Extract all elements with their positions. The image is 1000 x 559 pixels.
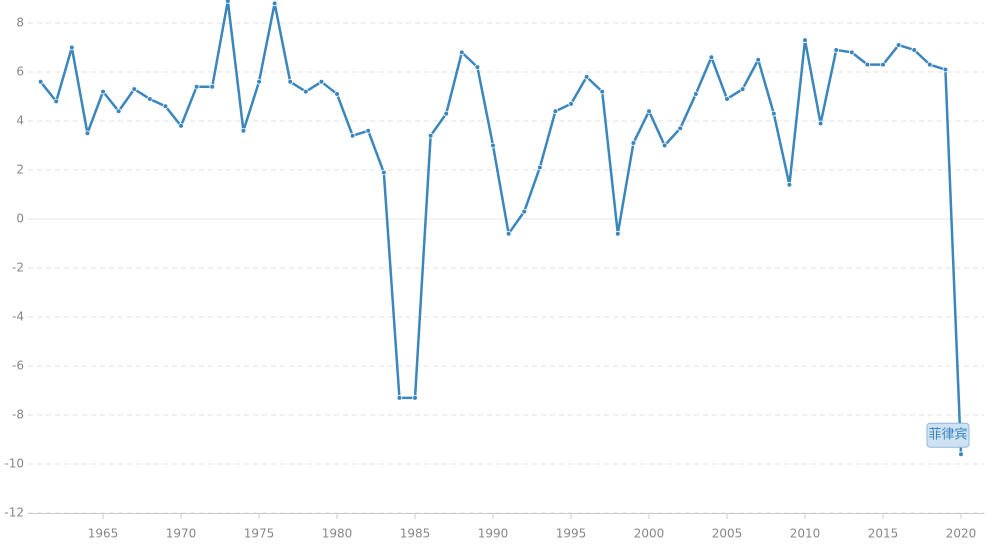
x-tick-label: 2020 [946, 527, 977, 541]
point [318, 79, 325, 85]
point [771, 110, 777, 117]
y-tick-label: -4 [12, 310, 24, 324]
point [817, 120, 824, 127]
x-tick-label: 2005 [712, 527, 743, 541]
point [849, 49, 855, 56]
point [739, 86, 746, 92]
point [100, 88, 106, 95]
point [630, 140, 637, 146]
line [39, 0, 963, 455]
point [443, 110, 450, 117]
point [505, 230, 512, 237]
point [37, 79, 44, 85]
point [147, 96, 153, 102]
y-tick-label: -2 [12, 261, 24, 275]
x-tick-label: 2015 [868, 527, 899, 541]
point [786, 181, 793, 188]
point [583, 74, 590, 80]
point [53, 98, 60, 105]
x-tick-label: 2000 [634, 527, 665, 541]
point [412, 395, 418, 401]
point [661, 142, 668, 149]
x-tick-label: 1995 [556, 527, 587, 541]
tooltip-label: 菲律宾 [928, 427, 967, 443]
y-tick-label: -8 [12, 408, 24, 422]
y-tick-label: 8 [16, 16, 24, 30]
y-tick-label: -6 [12, 359, 24, 373]
point [225, 0, 231, 4]
x-tick-label: 1975 [244, 527, 275, 541]
point [178, 123, 184, 129]
point [958, 451, 964, 458]
y-tick-label: -10 [4, 457, 24, 471]
point [365, 128, 372, 134]
point [131, 86, 138, 92]
point [537, 164, 543, 171]
x-tick-label: 1980 [322, 527, 353, 541]
point [646, 108, 652, 114]
point [287, 79, 294, 85]
point [490, 142, 496, 149]
y-tick-label: -12 [4, 506, 24, 520]
point [833, 47, 840, 53]
x-tick-label: 1965 [88, 527, 119, 541]
point [240, 128, 247, 134]
point [209, 83, 216, 90]
point [677, 125, 684, 132]
point [599, 88, 606, 95]
point [802, 37, 808, 43]
x-tick-label: 1970 [166, 527, 197, 541]
point [84, 130, 91, 137]
point [552, 108, 559, 114]
point [334, 91, 340, 97]
point [927, 61, 933, 68]
y-tick-label: 6 [16, 65, 24, 79]
point [349, 132, 356, 139]
x-tick-label: 1990 [478, 527, 509, 541]
point [911, 47, 918, 53]
point [303, 88, 309, 95]
point [755, 56, 762, 63]
point [459, 49, 465, 56]
point [256, 79, 262, 85]
point [880, 61, 886, 68]
point [521, 208, 528, 215]
tooltip: 菲律宾 [926, 422, 970, 448]
x-tick-label: 2010 [790, 527, 821, 541]
point [895, 42, 902, 48]
y-tick-label: 2 [16, 163, 24, 177]
point [708, 54, 715, 61]
point [115, 108, 122, 114]
point [427, 132, 434, 139]
point [474, 64, 481, 70]
point [193, 83, 200, 90]
point [568, 101, 574, 107]
point [615, 230, 621, 237]
point [942, 66, 949, 73]
point [864, 61, 871, 68]
y-tick-label: 4 [16, 114, 24, 128]
x-tick-label: 1985 [400, 527, 431, 541]
tooltip-box [926, 422, 970, 448]
point [69, 44, 75, 51]
point [271, 0, 278, 7]
point [396, 395, 403, 401]
point [381, 169, 387, 176]
point [693, 91, 699, 97]
point [162, 103, 169, 110]
point [724, 96, 730, 102]
y-tick-label: 0 [16, 212, 24, 226]
